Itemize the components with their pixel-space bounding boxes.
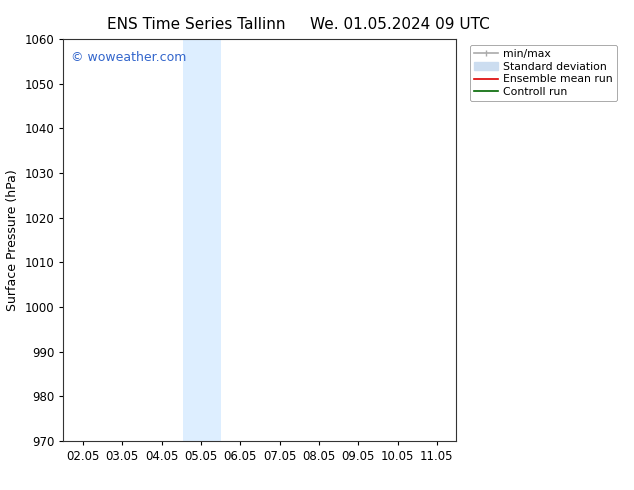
Bar [183,39,221,441]
Legend: min/max, Standard deviation, Ensemble mean run, Controll run: min/max, Standard deviation, Ensemble me… [470,45,618,101]
Text: © woweather.com: © woweather.com [71,51,186,64]
Text: We. 01.05.2024 09 UTC: We. 01.05.2024 09 UTC [309,17,489,32]
Text: ENS Time Series Tallinn: ENS Time Series Tallinn [107,17,286,32]
Y-axis label: Surface Pressure (hPa): Surface Pressure (hPa) [6,169,19,311]
Bar [456,39,496,441]
